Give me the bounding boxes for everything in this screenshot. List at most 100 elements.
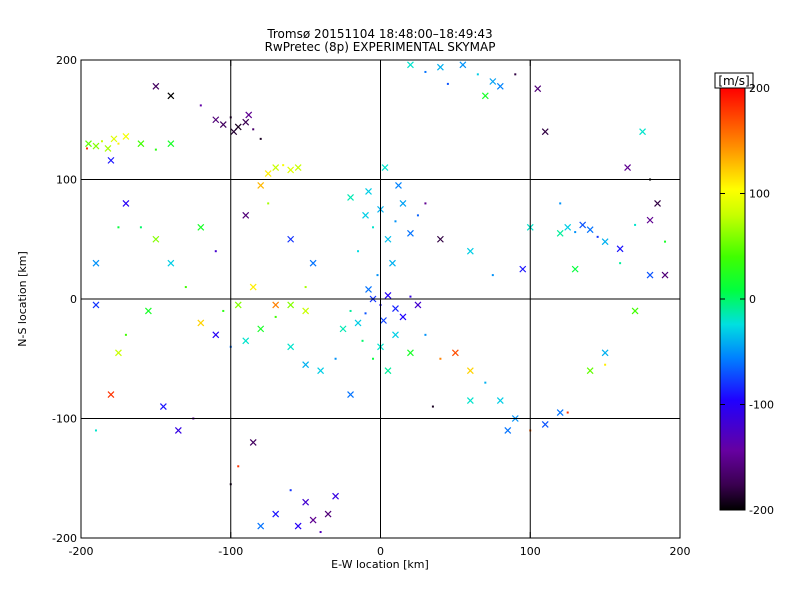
grid-lines (81, 60, 680, 538)
data-point (107, 391, 115, 399)
data-point (399, 313, 407, 321)
data-point (362, 211, 369, 219)
data-point (152, 82, 160, 90)
data-point (332, 492, 339, 500)
data-point (287, 301, 295, 309)
data-point (339, 325, 347, 333)
data-point (104, 145, 112, 152)
data-point (197, 319, 205, 327)
data-point (604, 363, 607, 366)
data-point (384, 291, 392, 299)
data-point (496, 82, 504, 90)
data-point (431, 405, 434, 408)
data-point (107, 156, 115, 164)
data-point (476, 73, 479, 76)
data-point (384, 235, 392, 243)
data-point (249, 283, 257, 291)
data-point (349, 309, 352, 312)
data-point (424, 333, 427, 336)
data-point (646, 216, 654, 224)
y-axis-ticks: -200 -100 0 100 200 (52, 54, 680, 545)
data-point (122, 133, 130, 140)
data-point (289, 489, 292, 492)
data-point (357, 250, 360, 253)
data-point (92, 301, 100, 309)
data-point (409, 295, 412, 298)
x-axis-label: E-W location [km] (331, 558, 429, 571)
data-point (287, 343, 295, 351)
data-point (167, 140, 175, 148)
data-point (616, 245, 624, 253)
data-point (491, 274, 494, 277)
y-tick-label: -100 (52, 413, 77, 426)
data-point (252, 128, 255, 131)
data-point (272, 164, 280, 171)
data-point (122, 199, 130, 207)
colorbar-tick-label: -100 (749, 399, 774, 412)
data-point (392, 331, 399, 339)
data-point (365, 188, 372, 195)
x-tick-label: -200 (69, 545, 94, 558)
data-point (459, 61, 467, 69)
data-point (249, 438, 257, 446)
data-point (631, 307, 639, 315)
data-point (566, 411, 569, 414)
data-point (586, 226, 594, 234)
data-point (634, 223, 637, 226)
data-point (596, 235, 599, 238)
y-tick-label: 0 (70, 293, 77, 306)
data-point (144, 307, 152, 315)
data-point (324, 510, 332, 518)
colorbar-tick-label: -200 (749, 504, 774, 517)
data-point (380, 317, 387, 324)
data-point (372, 357, 375, 360)
data-point (347, 391, 354, 399)
data-point (556, 229, 564, 237)
data-point (361, 339, 364, 342)
x-tick-label: -100 (218, 545, 243, 558)
data-point (85, 147, 88, 150)
data-point (504, 427, 512, 434)
data-point (466, 247, 474, 255)
data-point (139, 226, 142, 229)
data-point (389, 259, 396, 267)
x-tick-label: 200 (670, 545, 691, 558)
data-point (451, 349, 459, 357)
data-point (436, 63, 444, 71)
colorbar-ticks: -200 -100 0 100 200 (720, 82, 774, 517)
data-point (92, 259, 100, 267)
data-point (661, 271, 669, 279)
x-axis-ticks: -200 -100 0 100 200 (69, 60, 691, 558)
data-point (100, 140, 103, 143)
data-point (424, 202, 427, 205)
data-point (272, 510, 280, 518)
data-point (381, 164, 389, 171)
data-point (117, 226, 120, 229)
data-point (287, 166, 295, 174)
data-point (436, 235, 444, 243)
colorbar-tick-label: 0 (749, 293, 756, 306)
data-point (85, 140, 92, 148)
y-axis-label: N-S location [km] (16, 251, 29, 347)
data-point (372, 226, 375, 229)
data-point (124, 333, 127, 336)
data-point (317, 367, 325, 375)
data-point (414, 301, 422, 309)
data-point (115, 349, 122, 357)
y-tick-label: -200 (52, 532, 77, 545)
data-point (167, 259, 175, 267)
data-point (222, 309, 225, 312)
data-point (199, 104, 202, 107)
y-tick-label: 100 (56, 174, 77, 187)
data-point (309, 516, 317, 524)
data-point (646, 271, 654, 279)
y-tick-label: 200 (56, 54, 77, 67)
data-point (384, 367, 392, 375)
data-point (294, 522, 302, 530)
data-point (519, 265, 527, 273)
data-point (167, 92, 175, 100)
data-point (174, 427, 182, 434)
data-point (407, 229, 414, 237)
data-point (159, 403, 167, 410)
